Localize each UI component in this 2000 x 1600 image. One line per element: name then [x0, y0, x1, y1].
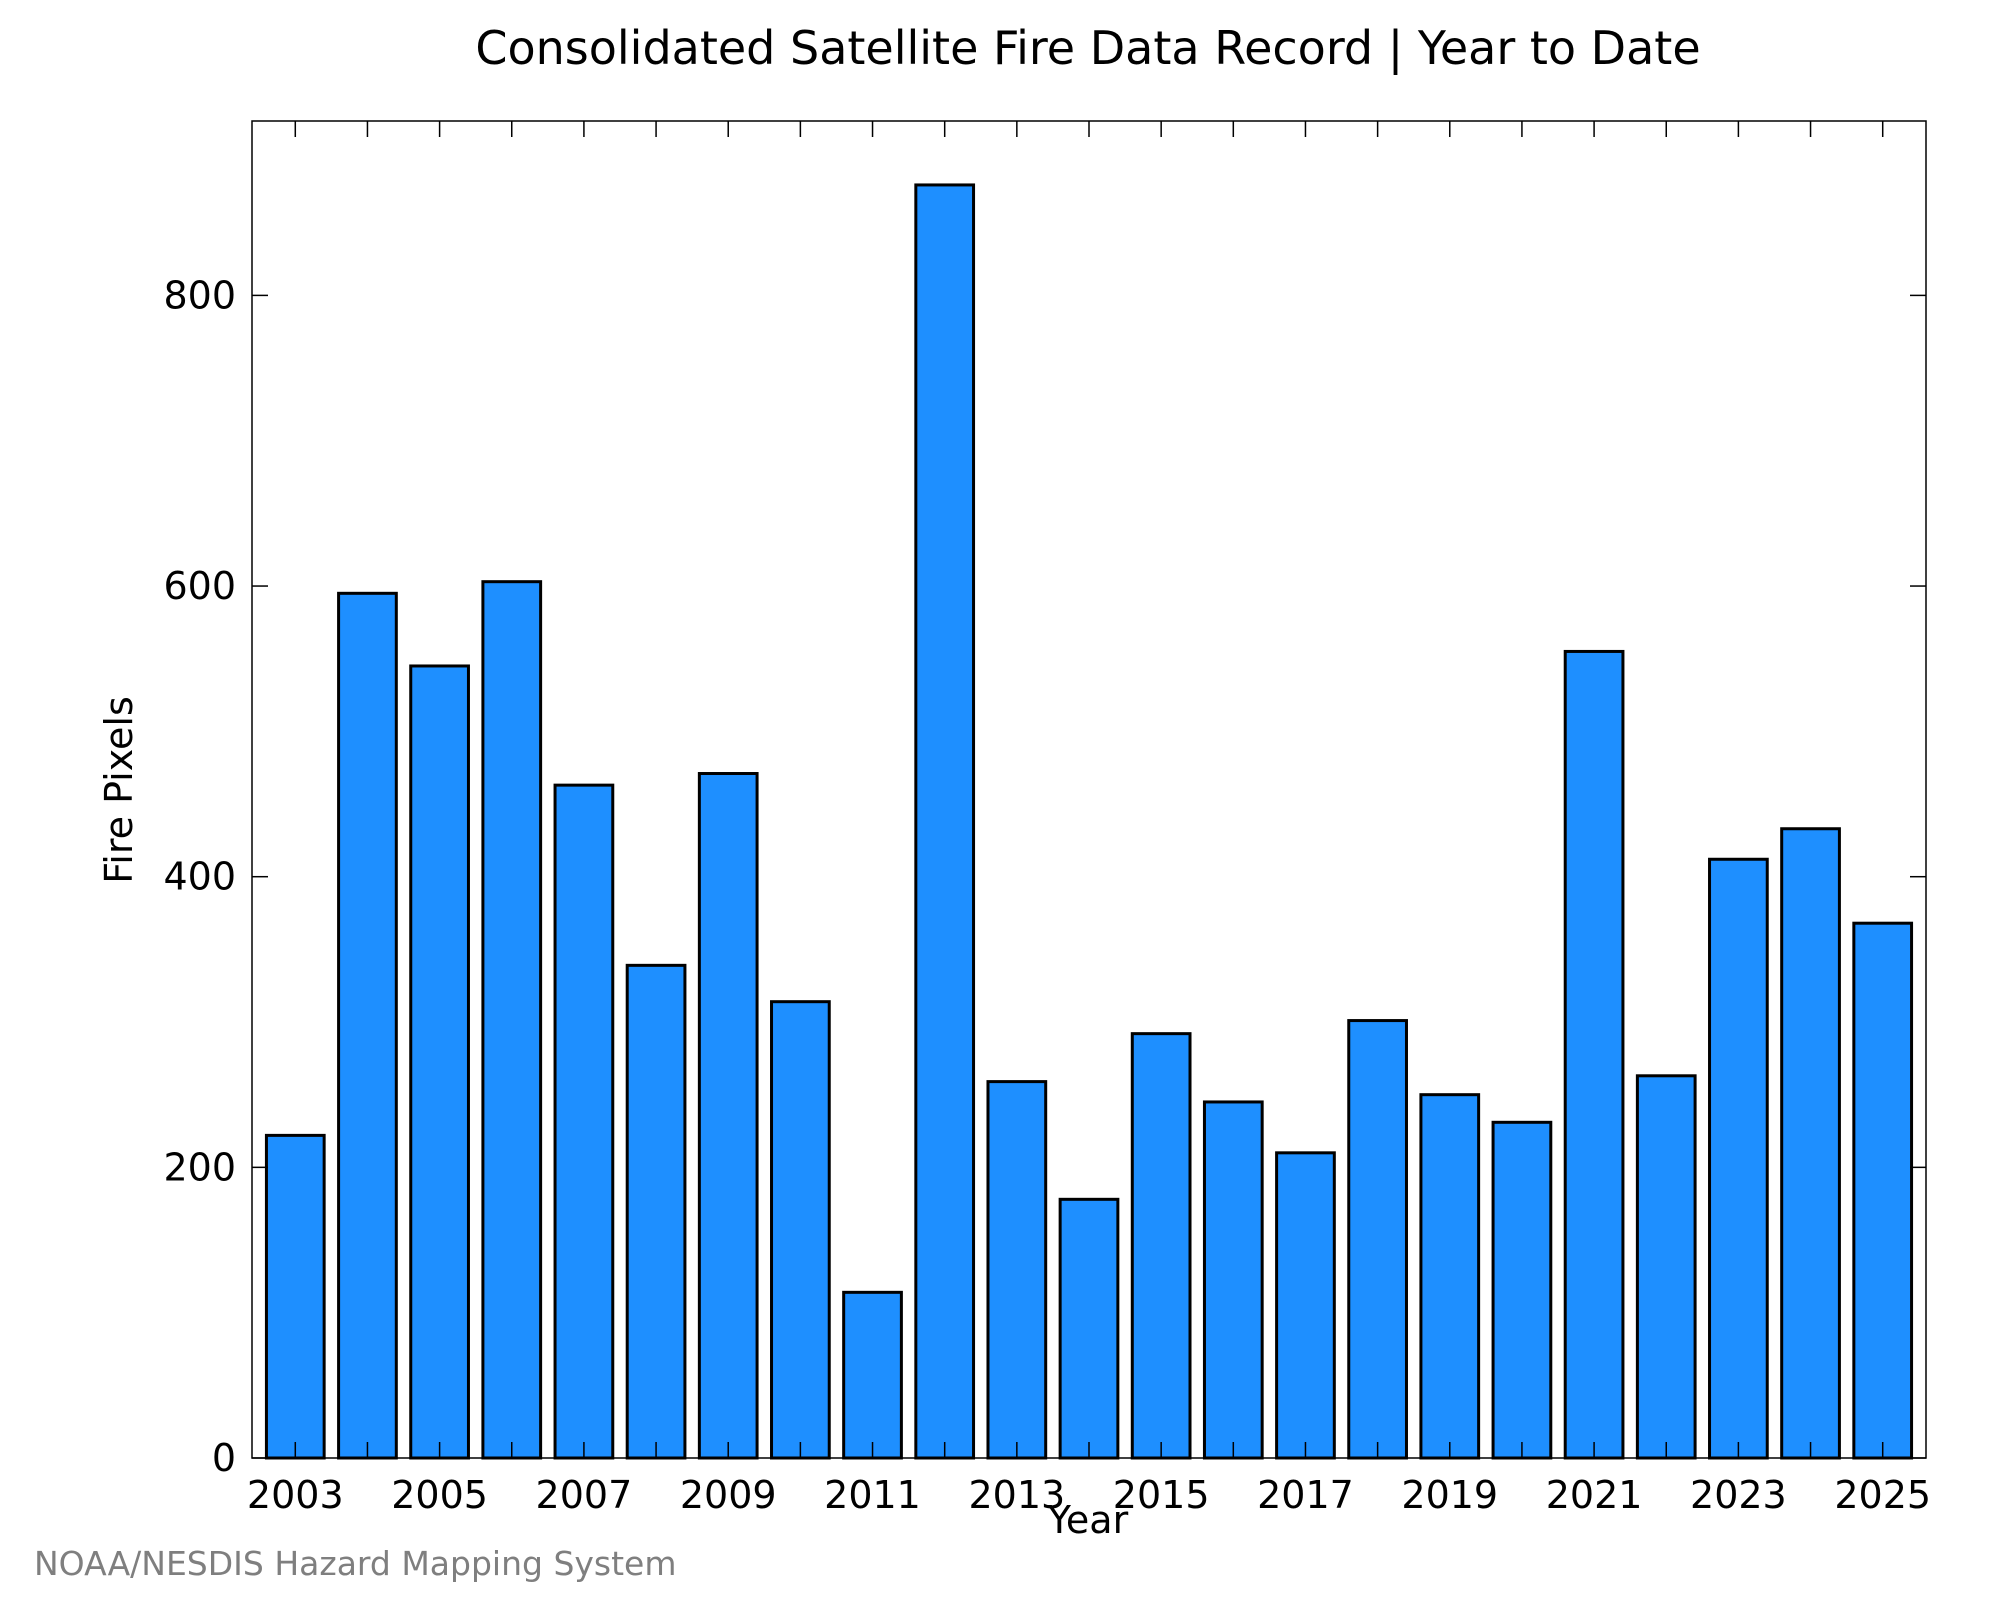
y-tick-label-200: 200 [163, 1145, 236, 1189]
bar-2003 [264, 1133, 326, 1460]
x-tick-label-2019: 2019 [1401, 1473, 1498, 1517]
x-tick-label-2007: 2007 [536, 1473, 633, 1517]
bar-2008 [625, 963, 687, 1460]
bar-2023 [1708, 857, 1769, 1460]
chart-title: Consolidated Satellite Fire Data Record … [475, 21, 1700, 76]
bar-2006 [481, 580, 543, 1460]
bar-2007 [553, 783, 615, 1460]
y-tick-label-800: 800 [163, 273, 236, 317]
x-tick-label-2021: 2021 [1546, 1473, 1643, 1517]
bar-2005 [409, 664, 470, 1460]
x-tick-label-2009: 2009 [680, 1473, 777, 1517]
bar-2025 [1852, 921, 1914, 1460]
credit-text: NOAA/NESDIS Hazard Mapping System [34, 1544, 677, 1583]
bar-2021 [1563, 649, 1625, 1460]
bar-2018 [1347, 1019, 1408, 1460]
x-tick-label-2011: 2011 [824, 1473, 921, 1517]
bar-2013 [986, 1080, 1048, 1460]
x-tick-layer: 2003 2005 2007 2009 2011 2013 2015 2017 2019 2021… [247, 121, 1931, 1517]
bar-2024 [1780, 827, 1841, 1460]
y-tick-label-600: 600 [163, 564, 236, 608]
y-tick-label-0: 0 [212, 1436, 236, 1480]
bar-2020 [1491, 1120, 1553, 1460]
bar-2009 [697, 772, 759, 1460]
x-tick-label-2015: 2015 [1113, 1473, 1210, 1517]
x-tick-label-2013: 2013 [968, 1473, 1065, 1517]
bar-2011 [842, 1290, 903, 1460]
bar-2019 [1419, 1093, 1481, 1460]
x-tick-label-2025: 2025 [1834, 1473, 1931, 1517]
x-tick-label-2005: 2005 [391, 1473, 488, 1517]
x-tick-label-2003: 2003 [247, 1473, 344, 1517]
y-tick-label-400: 400 [163, 855, 236, 899]
bar-2016 [1202, 1100, 1264, 1460]
bar-2012 [914, 183, 976, 1460]
bar-2017 [1275, 1151, 1336, 1460]
x-axis-label: Year [1047, 1498, 1129, 1542]
bar-2022 [1635, 1074, 1697, 1460]
bar-2004 [337, 591, 398, 1460]
bar-2014 [1058, 1197, 1120, 1460]
bar-2015 [1130, 1032, 1192, 1460]
x-tick-label-2017: 2017 [1257, 1473, 1354, 1517]
y-tick-layer: 0 200 400 600 800 [163, 273, 1926, 1480]
bars-layer [264, 183, 1914, 1460]
bar-2010 [770, 1000, 831, 1460]
x-tick-label-2023: 2023 [1690, 1473, 1787, 1517]
y-axis-label: Fire Pixels [97, 696, 141, 884]
